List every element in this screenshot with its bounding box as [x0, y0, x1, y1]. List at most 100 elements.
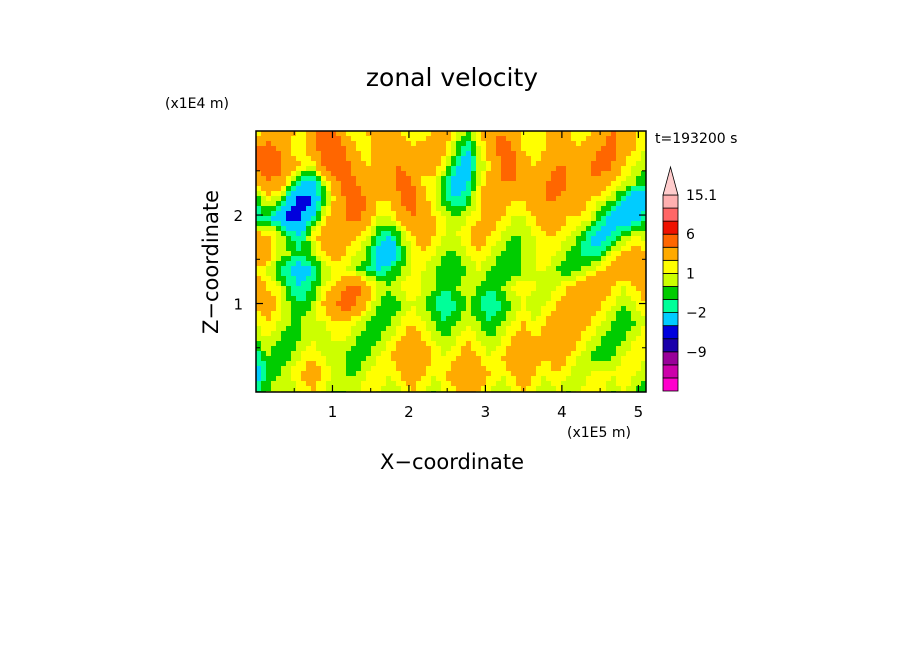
contour-cell	[396, 376, 402, 382]
contour-cell	[386, 336, 392, 342]
contour-cell	[306, 136, 312, 142]
contour-cell	[426, 251, 432, 257]
contour-cell	[456, 191, 462, 197]
contour-cell	[611, 256, 617, 262]
contour-cell	[331, 191, 337, 197]
contour-cell	[266, 366, 272, 372]
contour-cell	[381, 296, 387, 302]
contour-cell	[371, 141, 377, 147]
contour-cell	[451, 236, 457, 242]
contour-cell	[346, 206, 352, 212]
contour-cell	[466, 281, 472, 287]
contour-cell	[321, 191, 327, 197]
contour-cell	[586, 281, 592, 287]
contour-cell	[551, 206, 557, 212]
contour-cell	[561, 221, 567, 227]
contour-cell	[456, 316, 462, 322]
contour-cell	[501, 141, 507, 147]
contour-cell	[386, 291, 392, 297]
contour-cell	[421, 156, 427, 162]
contour-cell	[511, 286, 517, 292]
contour-cell	[401, 161, 407, 167]
contour-cell	[516, 366, 522, 372]
contour-cell	[261, 301, 267, 307]
contour-cell	[486, 181, 492, 187]
contour-cell	[326, 136, 332, 142]
contour-cell	[376, 321, 382, 327]
contour-cell	[451, 186, 457, 192]
contour-cell	[411, 236, 417, 242]
contour-cell	[441, 381, 447, 387]
contour-cell	[321, 346, 327, 352]
contour-cell	[316, 246, 322, 252]
contour-cell	[456, 221, 462, 227]
contour-cell	[271, 386, 277, 392]
contour-cell	[591, 366, 597, 372]
contour-cell	[581, 356, 587, 362]
contour-cell	[621, 236, 627, 242]
contour-cell	[456, 266, 462, 272]
contour-cell	[506, 366, 512, 372]
contour-cell	[486, 201, 492, 207]
contour-cell	[491, 271, 497, 277]
contour-cell	[466, 366, 472, 372]
contour-cell	[281, 161, 287, 167]
contour-cell	[341, 346, 347, 352]
contour-cell	[596, 136, 602, 142]
contour-cell	[491, 376, 497, 382]
contour-cell	[311, 386, 317, 392]
contour-cell	[551, 386, 557, 392]
contour-cell	[351, 191, 357, 197]
contour-cell	[271, 146, 277, 152]
contour-cell	[446, 256, 452, 262]
contour-cell	[271, 381, 277, 387]
contour-cell	[436, 311, 442, 317]
contour-cell	[501, 171, 507, 177]
contour-cell	[476, 146, 482, 152]
contour-cell	[296, 136, 302, 142]
contour-cell	[521, 366, 527, 372]
contour-cell	[481, 266, 487, 272]
contour-cell	[306, 276, 312, 282]
contour-cell	[426, 356, 432, 362]
contour-cell	[386, 351, 392, 357]
contour-cell	[256, 246, 262, 252]
contour-cell	[516, 251, 522, 257]
contour-cell	[506, 221, 512, 227]
contour-cell	[506, 191, 512, 197]
contour-cell	[321, 146, 327, 152]
contour-cell	[621, 146, 627, 152]
contour-cell	[281, 316, 287, 322]
contour-cell	[476, 316, 482, 322]
contour-cell	[316, 171, 322, 177]
contour-cell	[551, 361, 557, 367]
contour-cell	[286, 216, 292, 222]
contour-cell	[491, 366, 497, 372]
time-label: t=193200 s	[655, 131, 737, 147]
contour-cell	[601, 261, 607, 267]
contour-cell	[501, 326, 507, 332]
contour-cell	[391, 341, 397, 347]
contour-cell	[421, 361, 427, 367]
contour-cell	[386, 346, 392, 352]
contour-cell	[546, 291, 552, 297]
contour-cell	[296, 271, 302, 277]
contour-cell	[566, 221, 572, 227]
contour-cell	[341, 276, 347, 282]
contour-cell	[281, 201, 287, 207]
contour-cell	[386, 301, 392, 307]
contour-cell	[316, 141, 322, 147]
contour-cell	[466, 191, 472, 197]
contour-cell	[256, 281, 262, 287]
contour-cell	[526, 371, 532, 377]
contour-cell	[486, 136, 492, 142]
contour-cell	[331, 131, 337, 137]
contour-cell	[616, 196, 622, 202]
contour-cell	[436, 151, 442, 157]
contour-cell	[596, 236, 602, 242]
contour-cell	[361, 286, 367, 292]
contour-cell	[411, 371, 417, 377]
contour-cell	[331, 326, 337, 332]
contour-cell	[526, 296, 532, 302]
contour-cell	[576, 231, 582, 237]
